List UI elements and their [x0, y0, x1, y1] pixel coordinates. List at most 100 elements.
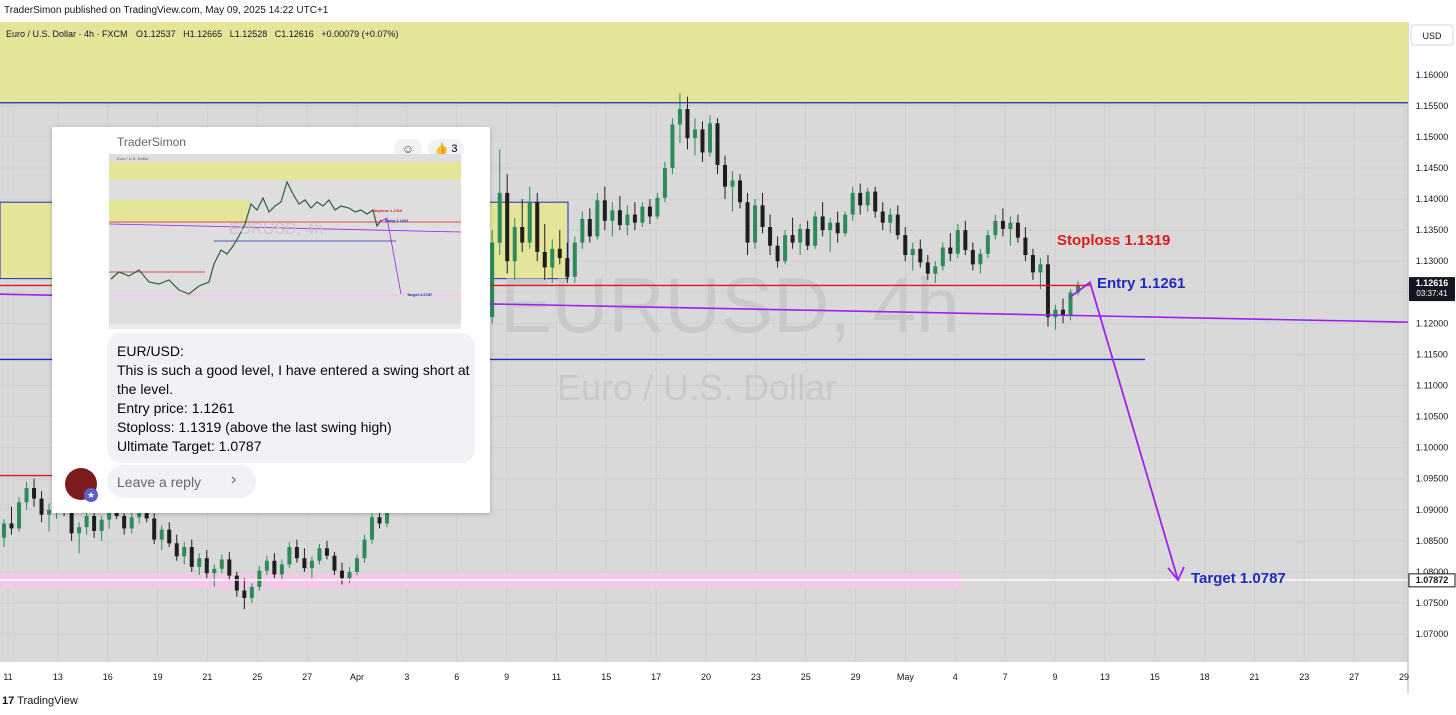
candle-body — [99, 519, 104, 531]
ohlc-h-label: H — [183, 29, 190, 39]
x-tick-label: 19 — [153, 672, 163, 682]
candle-body — [377, 517, 382, 524]
candle-body — [174, 543, 179, 557]
last-price-value: 1.12616 — [1416, 278, 1449, 288]
candle-body — [159, 529, 164, 540]
support-zone — [0, 573, 962, 589]
candle-body — [662, 168, 667, 198]
candle-body — [970, 250, 975, 265]
x-tick-label: 23 — [1299, 672, 1309, 682]
candle-body — [768, 227, 773, 246]
x-tick-label: 13 — [1100, 672, 1110, 682]
candle-body — [820, 216, 825, 231]
candle-body — [309, 560, 314, 569]
y-tick-label: 1.07500 — [1416, 598, 1449, 608]
candle-body — [753, 205, 758, 243]
entry-label: Entry 1.1261 — [1097, 275, 1185, 292]
x-tick-label: 21 — [1249, 672, 1259, 682]
thumbnail-chart: Euro / U.S. Dollar EURUSD, 4h Stoploss 1… — [109, 154, 475, 329]
candle-body — [520, 227, 525, 243]
x-tick-label: 11 — [552, 672, 561, 682]
candle-body — [918, 248, 923, 263]
candle-body — [647, 206, 652, 217]
candle-body — [1076, 284, 1080, 293]
chart-area[interactable]: EURUSD, 4h Euro / U.S. Dollar 1.16000 1.1… — [0, 22, 1456, 694]
candle-body — [370, 517, 375, 540]
candle-body — [978, 253, 983, 265]
candle-body — [670, 124, 675, 169]
candle-body — [234, 575, 239, 591]
comment-line-4: Entry price: 1.1261 — [117, 400, 235, 416]
candle-body — [2, 523, 6, 538]
candle-body — [347, 571, 352, 579]
thumb-title: Euro / U.S. Dollar — [117, 156, 149, 161]
candle-body — [903, 235, 908, 256]
x-tick-label: 7 — [1003, 672, 1008, 682]
x-tick-label: 9 — [504, 672, 509, 682]
comment-line-2: This is such a good level, I have entere… — [117, 362, 470, 378]
price-axis[interactable]: 1.16000 1.15500 1.15000 1.14500 1.14000 1.135… — [1416, 70, 1449, 639]
thumb-support — [109, 294, 461, 296]
candle-body — [204, 558, 209, 574]
chart-thumbnail[interactable]: Euro / U.S. Dollar EURUSD, 4h Stoploss 1… — [109, 154, 475, 329]
x-tick-label: 25 — [801, 672, 811, 682]
price-chart[interactable]: EURUSD, 4h Euro / U.S. Dollar 1.160001.1… — [0, 22, 1456, 694]
candle-body — [587, 218, 592, 237]
candle-body — [490, 242, 495, 318]
candle-body — [925, 262, 930, 274]
comment-card: TraderSimon ☺ 👍 3 Euro / U.S. Dollar EUR… — [52, 127, 490, 513]
stoploss-label: Stoploss 1.1319 — [1057, 232, 1170, 249]
thumb-stoploss: Stoploss 1.1319 — [372, 208, 403, 213]
candle-body — [69, 512, 74, 534]
candle-body — [9, 523, 14, 529]
candle-body — [700, 129, 705, 153]
y-tick-label: 1.13000 — [1416, 256, 1449, 266]
x-tick-label: 11 — [3, 672, 12, 682]
target-price-value: 1.07872 — [1416, 575, 1449, 585]
thumb-zone — [109, 162, 461, 180]
y-tick-label: 1.11500 — [1416, 349, 1448, 359]
currency-button[interactable]: USD — [1410, 24, 1454, 46]
candle-body — [505, 192, 510, 262]
ohlc-l-label: L — [230, 29, 235, 39]
candle-body — [572, 242, 577, 277]
candle-body — [189, 547, 194, 567]
candle-body — [527, 202, 532, 243]
comment-author[interactable]: TraderSimon — [117, 135, 186, 149]
chevron-right-icon: › — [231, 471, 237, 488]
candle-body — [730, 180, 735, 187]
comment-line-6: Ultimate Target: 1.0787 — [117, 438, 262, 454]
ohlc-open: 1.12537 — [143, 29, 176, 39]
candle-body — [963, 230, 968, 251]
y-tick-label: 1.14500 — [1416, 163, 1449, 173]
candle-body — [1060, 309, 1065, 316]
candle-body — [813, 216, 818, 246]
thumbs-up-icon: 👍 — [434, 143, 449, 155]
target-label: Target 1.0787 — [1191, 570, 1286, 587]
tradingview-logo[interactable]: 17 TradingView — [2, 695, 78, 707]
comment-line-3: the level. — [117, 381, 174, 397]
reply-input[interactable]: Leave a reply › — [107, 465, 256, 498]
published-text: TraderSimon published on TradingView.com… — [4, 5, 329, 16]
reply-placeholder: Leave a reply — [117, 474, 202, 490]
candle-body — [1000, 220, 1005, 229]
like-count: 3 — [451, 143, 458, 155]
thumb-target: Target 1.0787 — [407, 292, 433, 297]
candle-body — [84, 515, 89, 528]
candle-body — [129, 517, 134, 529]
time-axis[interactable]: 11 13 16 19 21 25 27 Apr 3 6 9 11 15 17 20 23 25 29 May 4 7 9… — [3, 672, 1409, 682]
candle-body — [760, 205, 765, 228]
candle-body — [655, 197, 660, 217]
x-tick-label: 20 — [701, 672, 711, 682]
candle-body — [738, 180, 743, 203]
x-tick-label: Apr — [350, 672, 364, 682]
thumb-purple-line — [109, 223, 462, 233]
candle-body — [167, 529, 172, 544]
candle-body — [895, 214, 900, 236]
x-tick-label: 27 — [1349, 672, 1359, 682]
candle-body — [294, 547, 299, 559]
candle-body — [324, 548, 329, 556]
header-bar: TraderSimon published on TradingView.com… — [0, 0, 1456, 22]
candle-body — [317, 548, 322, 561]
candle-body — [1053, 309, 1058, 318]
